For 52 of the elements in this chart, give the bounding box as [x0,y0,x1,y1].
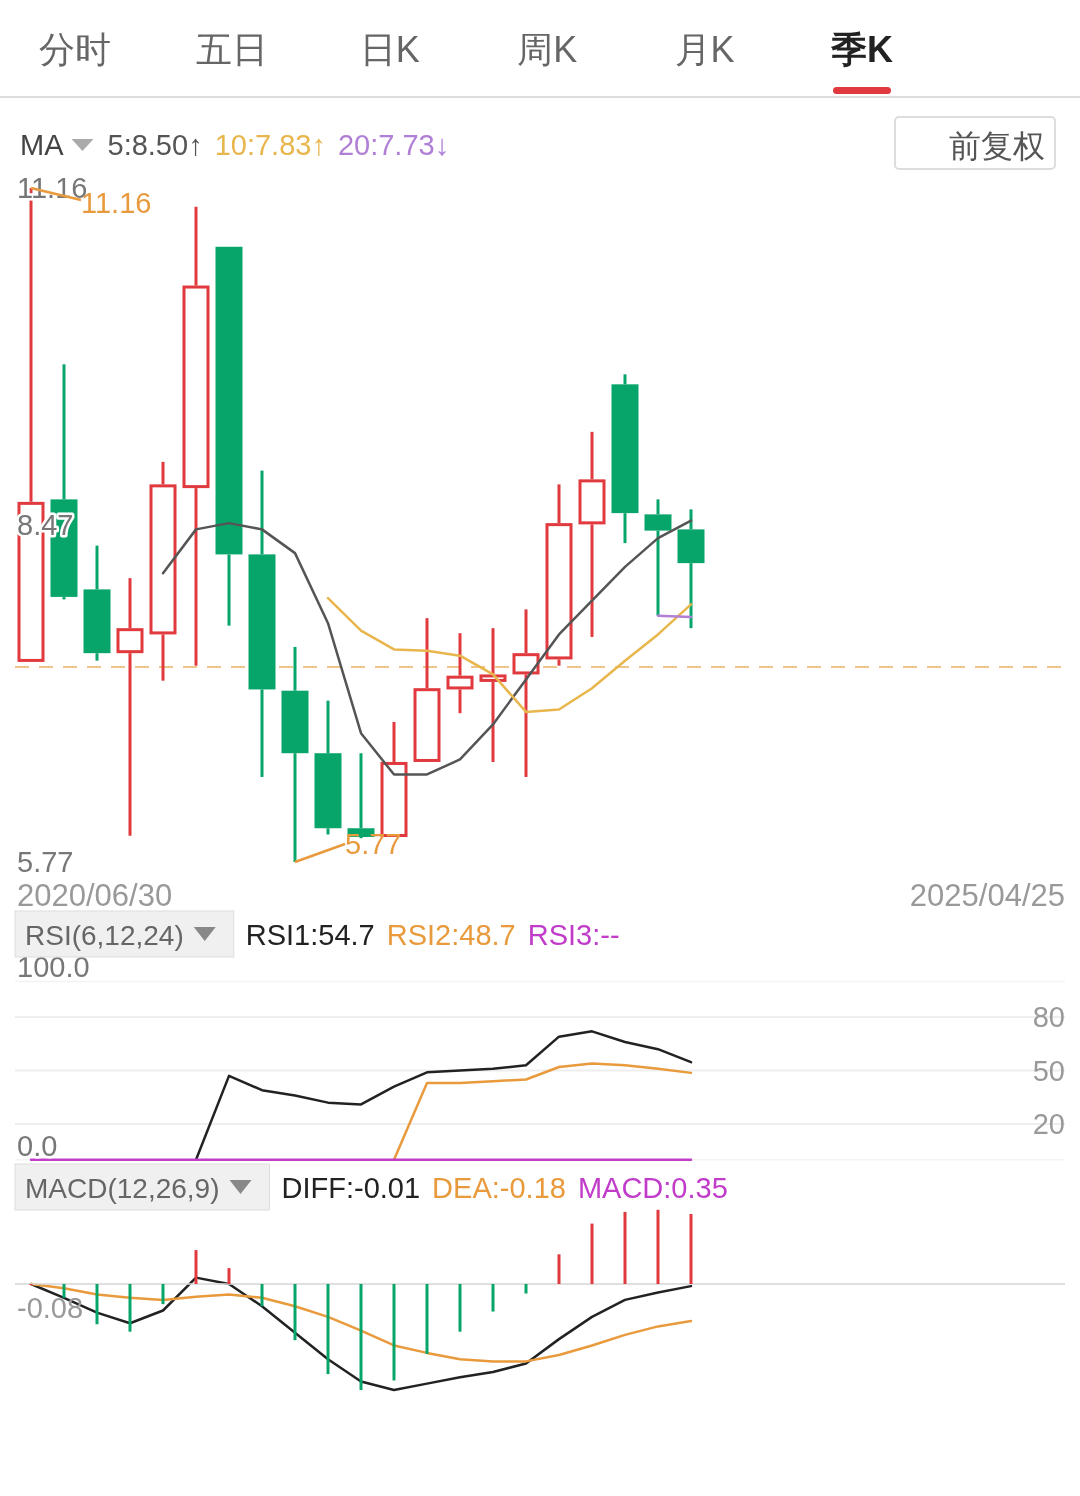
bar [161,1284,165,1305]
text: DIFF:-0.01 [281,1172,421,1204]
bar [62,1284,66,1298]
bar [458,1284,462,1332]
bar [524,1284,528,1294]
bar [128,1284,132,1332]
y-tick-label: 0.0 [17,1129,58,1162]
bar [359,1284,363,1390]
bar [326,1284,330,1375]
annotation: -0.08 [17,1292,84,1324]
bar [557,1254,561,1284]
y-tick-label: 100.0 [17,951,90,984]
y-tick-label: 5.77 [17,846,74,878]
y2-tick-label: 20 [1032,1108,1065,1141]
text: 2025/04/25 [909,878,1065,913]
bar [590,1223,594,1284]
text: 20:7.73↓ [337,129,450,161]
text: 2020/06/30 [17,878,173,913]
legend-title: MACD(12,26,9) [25,1173,220,1204]
bar [392,1284,396,1381]
bar [491,1284,495,1312]
text: 五日 [196,29,269,70]
y-tick-label: 8.47 [17,509,74,541]
line-series [326,596,693,714]
bar [293,1284,297,1341]
text: 10:7.83↑ [214,129,326,161]
bar [260,1284,264,1307]
bar [425,1284,429,1354]
bar [689,1214,693,1284]
bar [656,1209,660,1284]
text: 周K [517,29,578,70]
y2-tick-label: 80 [1032,1001,1065,1034]
text: 月K [674,29,735,70]
bar [623,1211,627,1284]
text: RSI3:-- [527,919,620,951]
bar [227,1268,231,1284]
text: 日K [359,29,420,70]
text: 前复权 [949,128,1045,164]
text: 分时 [39,29,111,70]
text: RSI2:48.7 [386,919,516,951]
bar [194,1250,198,1284]
text: DEA:-0.18 [432,1172,566,1204]
legend-title: RSI(6,12,24) [25,920,184,951]
bar [95,1284,99,1325]
text: 季K [830,29,893,70]
annotation: 5.77 [345,828,402,860]
series-label: MACD:0.35 [577,1172,728,1204]
y2-tick-label: 50 [1032,1054,1065,1087]
text: RSI1:54.7 [245,919,375,951]
legend-title: MA [20,129,65,161]
line-series [161,519,693,776]
text: 5:8.50↑ [107,129,203,161]
